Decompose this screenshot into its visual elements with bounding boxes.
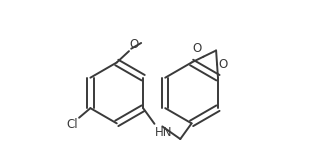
Text: O: O: [219, 58, 228, 71]
Text: HN: HN: [155, 126, 173, 139]
Text: O: O: [192, 42, 202, 55]
Text: Cl: Cl: [67, 118, 78, 131]
Text: O: O: [130, 38, 139, 51]
